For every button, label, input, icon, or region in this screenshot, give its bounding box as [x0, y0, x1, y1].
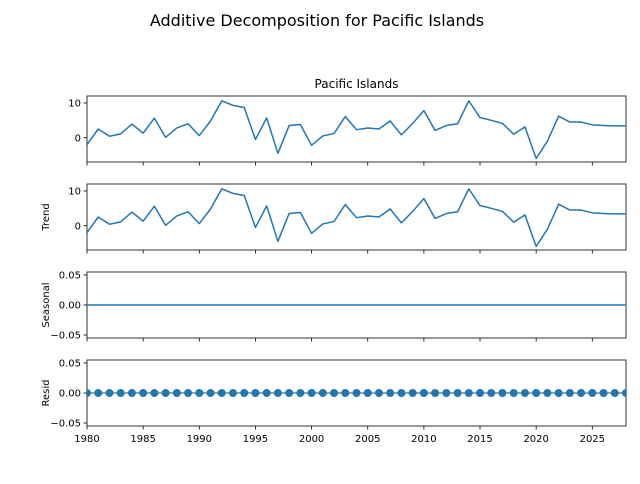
resid-point	[318, 389, 327, 397]
resid-point	[87, 389, 91, 397]
resid-point	[161, 389, 170, 397]
resid-point	[588, 389, 597, 397]
resid-point	[565, 389, 574, 397]
series-trend	[87, 188, 626, 248]
resid-point	[374, 389, 383, 397]
resid-point	[419, 389, 428, 397]
panel-seasonal-ytick-label: 0.00	[59, 301, 81, 312]
resid-point	[386, 389, 395, 397]
xtick-label: 2010	[411, 434, 436, 445]
resid-point	[498, 389, 507, 397]
resid-point	[240, 389, 249, 397]
series-resid	[87, 389, 626, 397]
panel-seasonal-ytick-label: −0.05	[50, 331, 81, 342]
resid-point	[453, 389, 462, 397]
resid-point	[116, 389, 125, 397]
resid-point	[184, 389, 193, 397]
panel-trend-ytick-label: 0	[75, 221, 81, 232]
resid-point	[476, 389, 485, 397]
panel-resid-ytick-label: 0.05	[59, 359, 81, 370]
series-line-trend	[87, 188, 626, 248]
panel-resid: Resid 0.05 0.00 −0.05 1980 1985 1990 1995 2000 20…	[41, 359, 627, 445]
xtick-label: 2015	[467, 434, 492, 445]
panel-observed-title: Pacific Islands	[315, 77, 399, 91]
panel-trend-frame	[86, 183, 627, 251]
resid-point	[206, 389, 215, 397]
xtick-label: 1990	[187, 434, 212, 445]
xtick-label: 2005	[355, 434, 380, 445]
resid-point	[352, 389, 361, 397]
panel-trend-ylabel: Trend	[41, 203, 52, 231]
resid-point	[127, 389, 136, 397]
panel-observed: Pacific Islands 10 0	[68, 77, 627, 166]
resid-point	[543, 389, 552, 397]
resid-point	[532, 389, 541, 397]
resid-point	[172, 389, 181, 397]
panel-resid-ytick-label: −0.05	[50, 419, 81, 430]
resid-point	[599, 389, 608, 397]
resid-point	[330, 389, 339, 397]
resid-point	[408, 389, 417, 397]
panel-observed-ytick-label: 0	[75, 133, 81, 144]
series-line-observed	[87, 100, 626, 160]
xtick-label: 2000	[299, 434, 324, 445]
resid-point	[554, 389, 563, 397]
resid-point	[228, 389, 237, 397]
resid-point	[520, 389, 529, 397]
resid-point	[273, 389, 282, 397]
figure-suptitle: Additive Decomposition for Pacific Islan…	[150, 11, 484, 30]
panel-seasonal-ylabel: Seasonal	[41, 282, 52, 327]
resid-point	[262, 389, 271, 397]
xtick-label: 2025	[580, 434, 605, 445]
panel-observed-ytick-label: 10	[68, 99, 81, 110]
resid-point	[487, 389, 496, 397]
resid-point	[296, 389, 305, 397]
resid-point	[442, 389, 451, 397]
panel-seasonal: Seasonal 0.05 0.00 −0.05	[41, 271, 627, 342]
resid-point	[622, 389, 626, 397]
panel-trend: Trend 10 0	[41, 183, 627, 254]
panel-seasonal-ytick-label: 0.05	[59, 271, 81, 282]
panel-trend-ytick-label: 10	[68, 187, 81, 198]
resid-point	[251, 389, 260, 397]
panel-observed-frame	[86, 95, 627, 163]
resid-point	[150, 389, 159, 397]
xtick-label: 2020	[523, 434, 548, 445]
panel-resid-ytick-label: 0.00	[59, 389, 81, 400]
resid-point	[217, 389, 226, 397]
resid-point	[105, 389, 114, 397]
resid-point	[341, 389, 350, 397]
series-observed	[87, 100, 626, 160]
resid-point	[285, 389, 294, 397]
resid-point	[509, 389, 518, 397]
resid-point	[195, 389, 204, 397]
resid-point	[397, 389, 406, 397]
resid-point	[610, 389, 619, 397]
resid-point	[363, 389, 372, 397]
resid-point	[139, 389, 148, 397]
resid-point	[464, 389, 473, 397]
resid-point	[431, 389, 440, 397]
resid-point	[94, 389, 103, 397]
xtick-label: 1995	[243, 434, 268, 445]
panel-resid-ylabel: Resid	[41, 380, 52, 407]
xtick-label: 1980	[74, 434, 99, 445]
resid-point	[307, 389, 316, 397]
xtick-label: 1985	[130, 434, 155, 445]
resid-point	[577, 389, 586, 397]
